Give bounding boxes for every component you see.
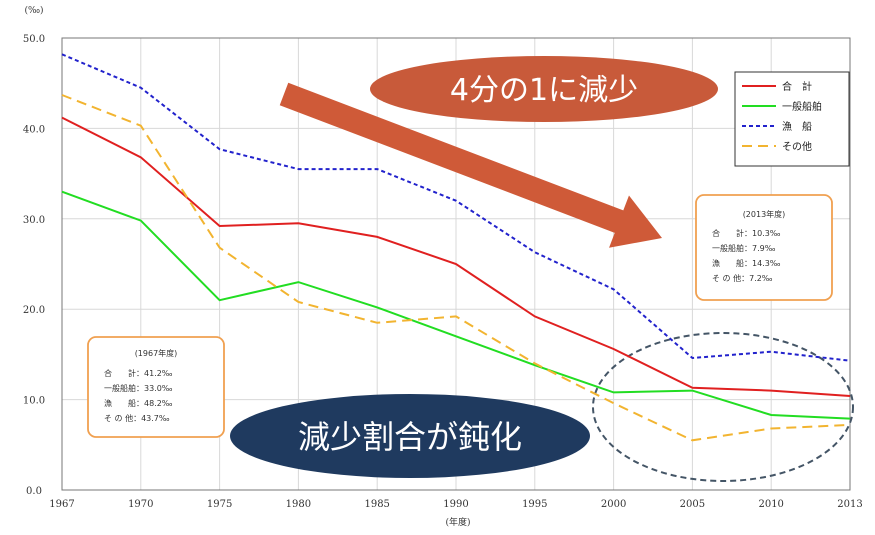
decrease-arrow <box>279 82 662 248</box>
box-1967-line-4: そ の 他：43.7‰ <box>104 413 170 423</box>
x-tick-label: 1970 <box>128 499 153 510</box>
series-line-1 <box>61 190 851 420</box>
plot-area <box>61 37 851 491</box>
legend-label: 一般船舶 <box>782 100 822 113</box>
x-axis: 1967 1970 1975 1980 1985 1990 1995 2000 2005 2010… <box>49 499 862 510</box>
series-lines <box>61 53 851 442</box>
x-tick-label: 1980 <box>286 499 311 510</box>
box-1967-title: (1967年度) <box>135 348 178 358</box>
y-tick-label: 10.0 <box>23 396 45 407</box>
y-tick-label: 30.0 <box>23 215 45 226</box>
box-2013-line-1: 合 計：10.3‰ <box>712 228 781 238</box>
x-tick-label: 2013 <box>837 499 862 510</box>
box-1967-line-2: 一般船舶：33.0‰ <box>104 383 173 393</box>
legend-label: その他 <box>782 140 812 153</box>
box-1967-line-1: 合 計：41.2‰ <box>104 368 173 378</box>
x-tick-label: 1967 <box>49 499 74 510</box>
box-2013: (2013年度) 合 計：10.3‰ 一般船舶：7.9‰ 漁 船：14.3‰ そ… <box>695 194 833 301</box>
x-tick-label: 2000 <box>601 499 626 510</box>
x-tick-label: 2005 <box>680 499 705 510</box>
series-line-2 <box>61 53 851 362</box>
box-2013-title: (2013年度) <box>743 209 786 219</box>
box-1967-line-3: 漁 船：48.2‰ <box>104 398 173 408</box>
plot-frame <box>61 37 851 491</box>
legend-label: 合 計 <box>782 80 812 93</box>
box-2013-line-4: そ の 他：7.2‰ <box>712 273 773 283</box>
series-line-3 <box>61 94 851 442</box>
series-line-0 <box>61 116 851 397</box>
y-tick-label: 50.0 <box>23 34 45 45</box>
box-2013-line-2: 一般船舶：7.9‰ <box>712 243 776 253</box>
y-axis-label: (‰) <box>24 5 43 16</box>
x-tick-label: 2010 <box>758 499 783 510</box>
y-axis: 0.0 10.0 20.0 30.0 40.0 50.0 <box>23 34 45 497</box>
y-tick-label: 40.0 <box>23 124 45 135</box>
box-2013-line-3: 漁 船：14.3‰ <box>712 258 781 268</box>
quarter-decrease-label: 4分の1に減少 <box>370 56 718 122</box>
y-tick-label: 20.0 <box>23 305 45 316</box>
x-tick-label: 1995 <box>522 499 547 510</box>
x-tick-label: 1990 <box>443 499 468 510</box>
quarter-decrease-text: 4分の1に減少 <box>450 73 638 108</box>
slowdown-label: 減少割合が鈍化 <box>230 394 590 478</box>
slowdown-circle <box>592 332 854 482</box>
y-tick-label: 0.0 <box>26 486 42 497</box>
legend-label: 漁 船 <box>782 120 812 133</box>
circle-shape <box>592 332 854 482</box>
x-tick-label: 1985 <box>364 499 389 510</box>
arrow-shape <box>279 82 662 248</box>
x-axis-label: (年度) <box>445 516 470 528</box>
box-1967: (1967年度) 合 計：41.2‰ 一般船舶：33.0‰ 漁 船：48.2‰ … <box>87 336 225 438</box>
x-tick-label: 1975 <box>207 499 232 510</box>
slowdown-text: 減少割合が鈍化 <box>298 418 522 456</box>
